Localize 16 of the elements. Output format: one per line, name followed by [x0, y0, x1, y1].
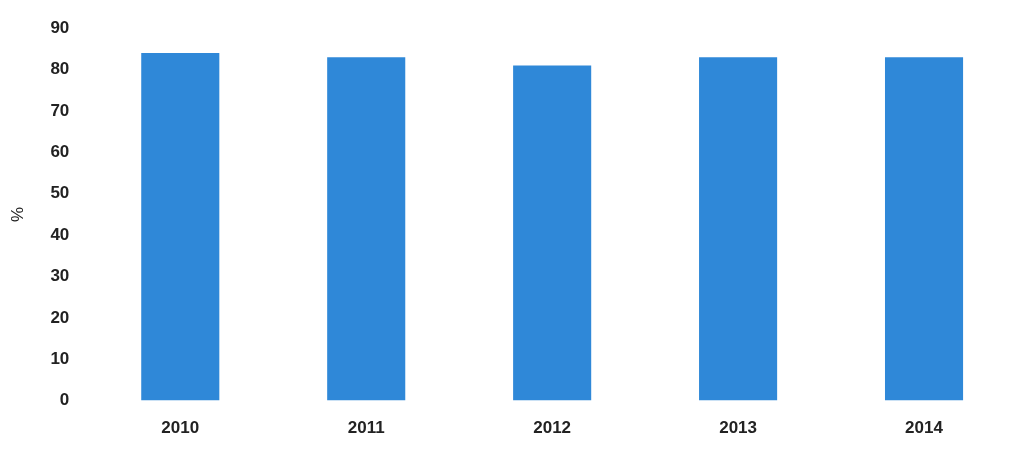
y-tick-label: 40 [50, 224, 70, 244]
x-tick-label: 2011 [347, 418, 385, 438]
y-tick-label: 0 [59, 390, 70, 410]
y-tick-label: 10 [50, 348, 70, 368]
y-tick-label: 90 [50, 17, 70, 37]
y-tick-label: 30 [50, 266, 70, 286]
y-tick-label: 20 [50, 307, 70, 327]
y-axis-title: % [7, 206, 27, 222]
x-tick-label: 2014 [905, 418, 944, 438]
x-tick-label: 2010 [161, 418, 200, 438]
x-tick-label: 2012 [533, 418, 572, 438]
x-tick-label: 2013 [719, 418, 758, 438]
y-tick-label: 80 [50, 59, 70, 79]
y-tick-label: 70 [50, 100, 70, 120]
y-tick-label: 60 [50, 142, 70, 162]
y-tick-label: 50 [50, 183, 70, 203]
